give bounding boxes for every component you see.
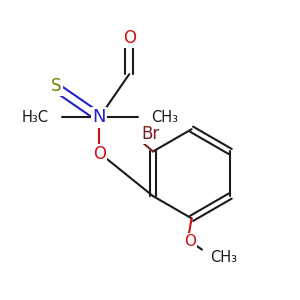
Text: S: S (51, 77, 62, 95)
Text: N: N (93, 108, 106, 126)
Text: O: O (93, 146, 106, 164)
Text: H₃C: H₃C (22, 110, 49, 125)
Text: CH₃: CH₃ (152, 110, 178, 125)
Text: O: O (123, 29, 136, 47)
Text: Br: Br (141, 125, 159, 143)
Text: CH₃: CH₃ (210, 250, 237, 265)
Text: O: O (184, 234, 196, 249)
